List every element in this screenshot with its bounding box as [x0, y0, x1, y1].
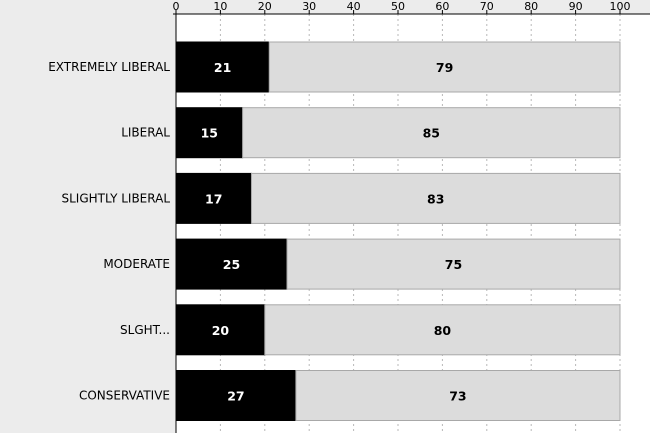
x-tick-label: 90 — [569, 0, 583, 13]
category-label: SLGHT... — [120, 323, 170, 337]
x-tick-label: 80 — [524, 0, 538, 13]
x-tick-label: 30 — [302, 0, 316, 13]
category-label: CONSERVATIVE — [79, 389, 170, 403]
x-tick-label: 100 — [610, 0, 631, 13]
bar-value-label: 85 — [423, 126, 440, 141]
category-label: LIBERAL — [121, 126, 170, 140]
bar-segment — [242, 107, 621, 159]
bar-value-label: 79 — [436, 60, 453, 75]
bars: 21 79 15 85 17 83 25 75 20 80 27 73 — [175, 41, 621, 421]
bar-segment — [295, 370, 621, 421]
bar-value-label: 17 — [205, 191, 222, 206]
bar-segment — [286, 238, 621, 290]
x-tick-label: 40 — [347, 0, 361, 13]
category-labels: EXTREMELY LIBERAL LIBERAL SLIGHTLY LIBERAL… — [48, 60, 170, 403]
category-label: MODERATE — [103, 257, 170, 271]
bar-segment — [250, 172, 621, 224]
x-tick-label: 10 — [213, 0, 227, 13]
bar-value-label: 15 — [201, 126, 218, 141]
bar-segment — [175, 370, 297, 421]
bar-value-label: 25 — [223, 257, 240, 272]
bar-value-label: 20 — [212, 323, 230, 338]
bar-value-label: 80 — [434, 323, 452, 338]
x-tick-label: 60 — [435, 0, 449, 13]
x-tick-label: 50 — [391, 0, 405, 13]
bar-segment — [175, 107, 244, 159]
category-label: SLIGHTLY LIBERAL — [61, 191, 170, 205]
category-label: EXTREMELY LIBERAL — [48, 60, 170, 74]
bar-value-label: 75 — [445, 257, 462, 272]
bar-segment — [268, 41, 621, 93]
bar-value-label: 73 — [449, 389, 466, 404]
bar-value-label: 27 — [227, 389, 244, 404]
bar-segment — [264, 304, 621, 356]
bar-value-label: 83 — [427, 191, 444, 206]
bar-segment — [175, 172, 252, 224]
bar-value-label: 21 — [214, 60, 231, 75]
x-tick-label: 20 — [258, 0, 272, 13]
bar-segment — [175, 304, 266, 356]
x-tick-label: 70 — [480, 0, 494, 13]
x-tick-label: 0 — [173, 0, 180, 13]
